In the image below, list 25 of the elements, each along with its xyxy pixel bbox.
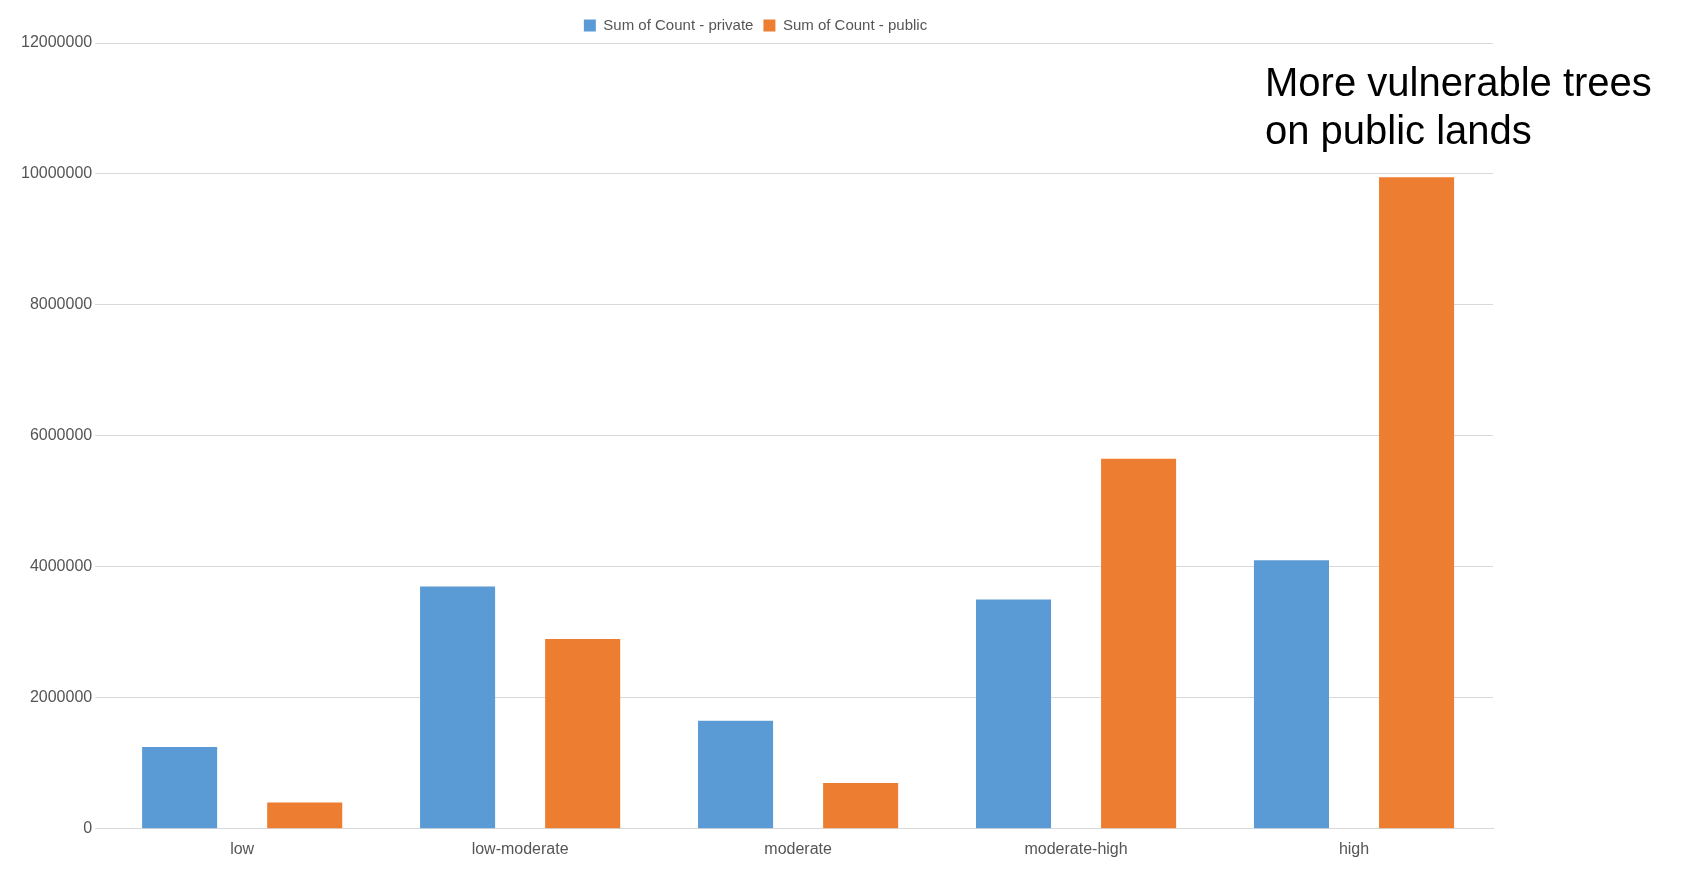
bar bbox=[823, 782, 899, 829]
x-tick-label: moderate bbox=[764, 839, 832, 857]
x-tick-label: moderate-high bbox=[1024, 839, 1128, 857]
bar bbox=[698, 720, 774, 829]
bar bbox=[420, 586, 496, 829]
y-tick-label: 0 bbox=[83, 819, 93, 837]
y-tick-label: 12000000 bbox=[21, 33, 93, 51]
legend-label: Sum of Count - private bbox=[603, 15, 754, 33]
y-tick-label: 4000000 bbox=[29, 557, 93, 575]
y-tick-label: 10000000 bbox=[21, 164, 93, 182]
bar bbox=[1379, 177, 1455, 829]
y-tick-label: 2000000 bbox=[29, 688, 93, 706]
bar bbox=[1101, 458, 1177, 829]
y-tick-label: 6000000 bbox=[29, 426, 93, 444]
bar bbox=[142, 746, 218, 829]
bar bbox=[1253, 560, 1329, 829]
x-tick-label: high bbox=[1338, 839, 1370, 857]
x-tick-label: low-moderate bbox=[471, 839, 569, 857]
y-tick-label: 8000000 bbox=[29, 295, 93, 313]
x-tick-label: low bbox=[230, 839, 255, 857]
bar bbox=[975, 599, 1052, 829]
annotation: More vulnerable trees on public lands bbox=[1265, 59, 1653, 154]
bar bbox=[267, 802, 343, 829]
bar bbox=[545, 638, 621, 829]
legend-label: Sum of Count - public bbox=[782, 15, 928, 33]
